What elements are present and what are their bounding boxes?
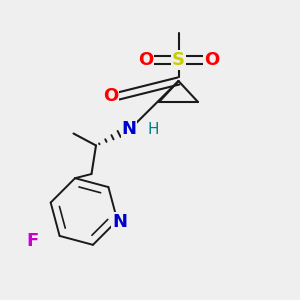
Text: N: N: [112, 213, 127, 231]
Text: N: N: [122, 120, 136, 138]
Text: S: S: [172, 51, 185, 69]
Text: H: H: [147, 122, 159, 136]
Text: F: F: [26, 232, 38, 250]
Text: O: O: [204, 51, 219, 69]
Text: O: O: [103, 87, 118, 105]
Text: O: O: [138, 51, 153, 69]
